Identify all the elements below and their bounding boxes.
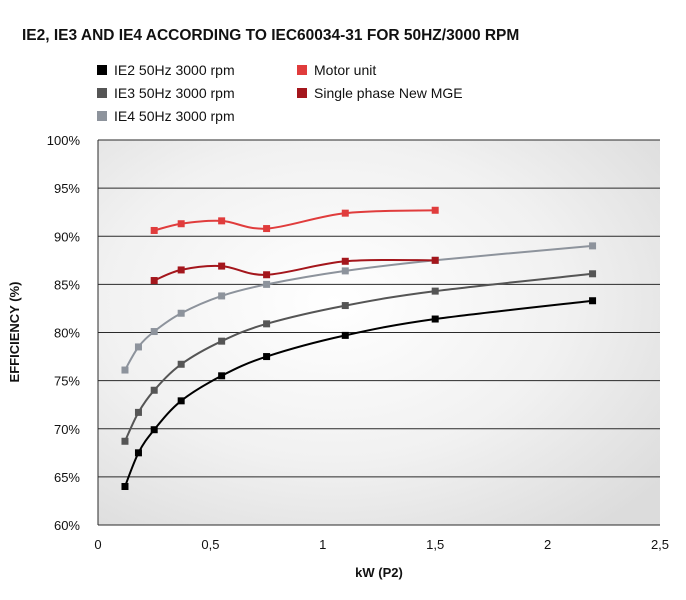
x-axis-label: kW (P2)	[355, 565, 403, 580]
data-point	[263, 353, 271, 361]
chart-title: IE2, IE3 AND IE4 ACCORDING TO IEC60034-3…	[22, 27, 519, 44]
y-tick-label: 85%	[54, 277, 80, 292]
y-tick-label: 70%	[54, 422, 80, 437]
series-0	[121, 297, 597, 490]
legend-label: IE4 50Hz 3000 rpm	[114, 108, 235, 124]
series-layer	[121, 206, 597, 490]
data-point	[431, 206, 439, 214]
legend-item: IE3 50Hz 3000 rpm	[97, 85, 235, 101]
data-point	[134, 408, 142, 416]
y-axis-label: EFFICIENCY (%)	[7, 282, 22, 383]
data-point	[177, 309, 185, 317]
y-tick-label: 65%	[54, 470, 80, 485]
legend-swatch	[97, 88, 107, 98]
y-tick-label: 100%	[47, 133, 81, 148]
x-tick-label: 0	[94, 537, 101, 552]
y-tick-label: 80%	[54, 326, 80, 341]
legend-label: Single phase New MGE	[314, 85, 463, 101]
data-point	[431, 315, 439, 323]
data-point	[121, 437, 129, 445]
data-point	[431, 287, 439, 295]
data-point	[263, 271, 271, 279]
legend-label: IE3 50Hz 3000 rpm	[114, 85, 235, 101]
y-tick-label: 60%	[54, 518, 80, 533]
x-axis-ticks: 0 0,5 1 1,5 2 2,5	[94, 537, 669, 552]
data-point	[150, 226, 158, 234]
data-point	[218, 372, 226, 380]
x-tick-label: 2	[544, 537, 551, 552]
data-point	[150, 277, 158, 285]
data-point	[134, 343, 142, 351]
legend-swatch	[297, 65, 307, 75]
gridlines	[97, 139, 660, 526]
data-point	[177, 266, 185, 274]
legend-item: IE4 50Hz 3000 rpm	[97, 108, 235, 124]
data-point	[341, 267, 349, 275]
data-point	[589, 270, 597, 278]
data-point	[341, 257, 349, 265]
data-point	[121, 483, 129, 490]
data-point	[150, 426, 158, 434]
legend-swatch	[297, 88, 307, 98]
series-1	[121, 270, 597, 445]
x-tick-label: 0,5	[201, 537, 219, 552]
data-point	[431, 256, 439, 264]
data-point	[341, 302, 349, 310]
data-point	[263, 280, 271, 288]
data-point	[134, 449, 142, 457]
y-tick-label: 90%	[54, 229, 80, 244]
series-3	[150, 206, 439, 234]
data-point	[341, 331, 349, 339]
legend-label: Motor unit	[314, 62, 376, 78]
legend-item: Single phase New MGE	[297, 85, 463, 101]
data-point	[150, 328, 158, 336]
data-point	[150, 386, 158, 394]
legend-item: IE2 50Hz 3000 rpm	[97, 62, 235, 78]
data-point	[177, 397, 185, 405]
data-point	[218, 292, 226, 300]
legend: IE2 50Hz 3000 rpm IE3 50Hz 3000 rpm IE4 50…	[97, 62, 463, 124]
data-point	[177, 220, 185, 228]
data-point	[121, 366, 129, 374]
data-point	[218, 262, 226, 270]
x-tick-label: 1,5	[426, 537, 444, 552]
data-point	[589, 242, 597, 250]
x-tick-label: 1	[319, 537, 326, 552]
y-tick-label: 75%	[54, 374, 80, 389]
data-point	[263, 320, 271, 328]
legend-label: IE2 50Hz 3000 rpm	[114, 62, 235, 78]
data-point	[341, 209, 349, 217]
data-point	[589, 297, 597, 305]
legend-item: Motor unit	[297, 62, 376, 78]
x-tick-label: 2,5	[651, 537, 669, 552]
legend-swatch	[97, 65, 107, 75]
y-axis-ticks: 60% 65% 70% 75% 80% 85% 90% 95% 100%	[47, 133, 81, 533]
data-point	[263, 225, 271, 233]
y-tick-label: 95%	[54, 181, 80, 196]
data-point	[177, 360, 185, 368]
series-4	[150, 256, 439, 285]
data-point	[218, 217, 226, 225]
data-point	[218, 337, 226, 345]
legend-swatch	[97, 111, 107, 121]
